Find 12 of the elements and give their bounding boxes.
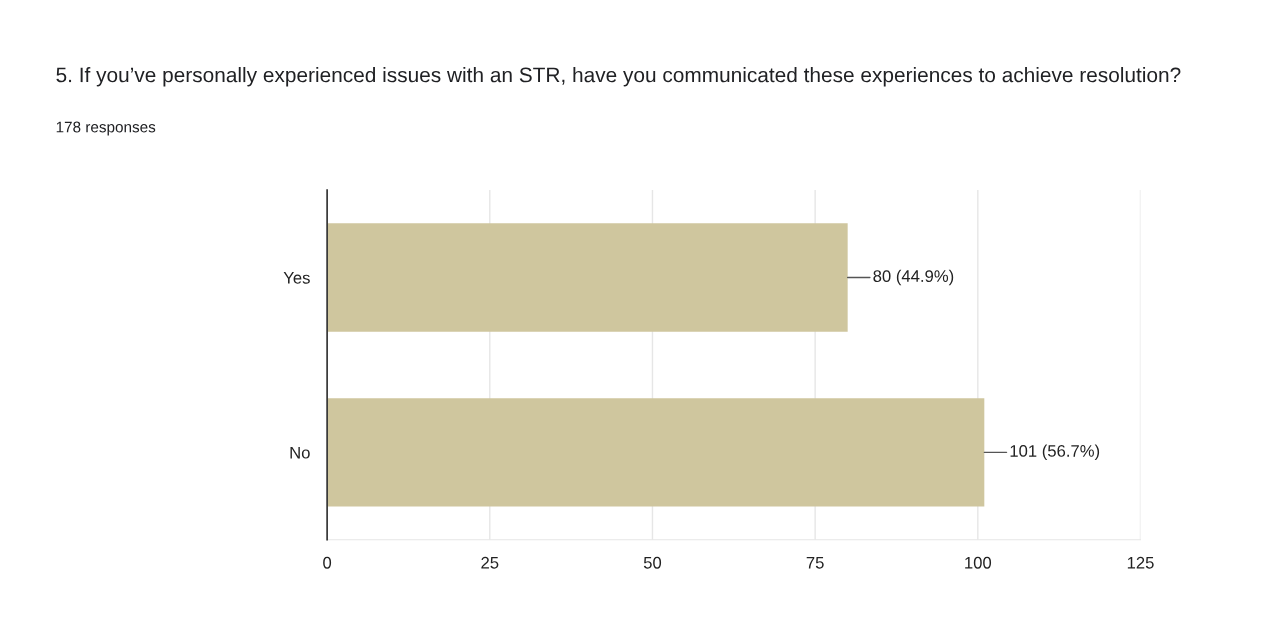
x-tick-label: 125 bbox=[1127, 556, 1154, 569]
y-tick-label: Yes bbox=[283, 272, 310, 284]
chart-title: 5. If you’ve personally experienced issues with an STR, have you communicated these experiences to achieve resolution? bbox=[56, 66, 1181, 87]
text: 178 responses bbox=[56, 121, 156, 136]
x-tick-label: 0 bbox=[323, 556, 332, 569]
x-tick-label: 50 bbox=[643, 556, 662, 569]
data-label: 101 (56.7%) bbox=[1010, 444, 1100, 461]
x-tick-label: 100 bbox=[965, 556, 992, 569]
x-tick-label: 75 bbox=[806, 557, 824, 569]
y-tick-label: No bbox=[290, 446, 310, 459]
data-label: 80 (44.9%) bbox=[873, 269, 954, 286]
x-tick-label: 25 bbox=[481, 556, 499, 569]
